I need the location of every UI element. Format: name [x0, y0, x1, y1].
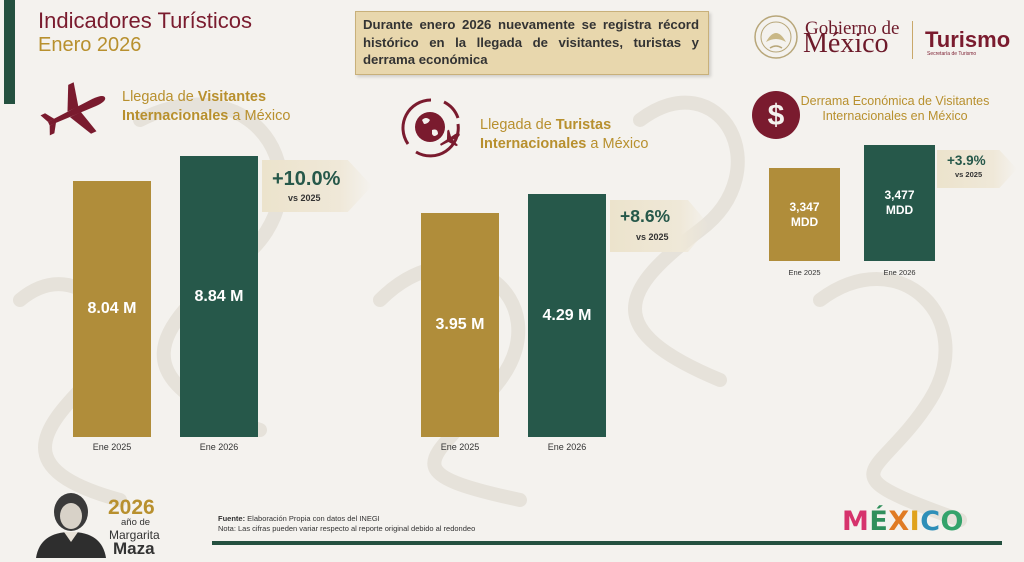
turismo-label: Turismo — [925, 27, 1011, 52]
derrama-category-2026: Ene 2026 — [883, 268, 916, 277]
derrama-bar-2025-unit: MDD — [790, 214, 819, 229]
derrama-bar-2025-label: 3,347 MDD — [769, 200, 840, 230]
rounding-note: Nota: Las cifras pueden variar respecto … — [218, 524, 476, 533]
year-name-first: Margarita — [109, 528, 160, 542]
mexico-logo-letter: I — [909, 506, 921, 537]
logo-divider — [912, 21, 913, 59]
airplane-icon — [40, 82, 106, 136]
source-note: Fuente: Elaboración Propia con datos del… — [218, 514, 475, 534]
year-number: 2026 — [108, 496, 155, 519]
derrama-change-sub: vs 2025 — [955, 170, 983, 179]
mexico-brand-logo: MÉXICO — [842, 506, 964, 537]
visitantes-bar-2026 — [180, 156, 258, 437]
derrama-change-badge: +3.9% vs 2025 — [937, 150, 1017, 188]
svg-text:$: $ — [768, 99, 785, 132]
visitantes-title-bold1: Visitantes — [197, 89, 267, 105]
year-name-last: Maza — [113, 539, 155, 558]
derrama-bar-2026-label: 3,477 MDD — [864, 188, 935, 218]
visitantes-change-arrow — [262, 160, 372, 212]
turistas-category-2025: Ene 2025 — [440, 442, 480, 452]
dollar-icon: $ — [752, 91, 800, 139]
margarita-maza-portrait — [36, 493, 106, 558]
visitantes-change-badge: +10.0% vs 2025 — [262, 160, 372, 212]
gobierno-label: Gobierno de — [805, 18, 900, 39]
visitantes-title-pre: Llegada de — [122, 89, 198, 105]
turismo-sublabel: Secretaría de Turismo — [927, 51, 977, 57]
visitantes-change-pct: +10.0% — [272, 168, 341, 190]
page-subtitle: Enero 2026 — [38, 34, 142, 56]
mexico-logo-letter: X — [888, 506, 910, 537]
derrama-category-2025: Ene 2025 — [788, 268, 821, 277]
footer-line — [212, 541, 1002, 545]
turistas-bar-2025 — [421, 213, 499, 437]
mexico-logo-letter: M — [842, 506, 870, 537]
visitantes-title-bold2: Internacionales — [122, 108, 229, 124]
globe-plane-icon — [401, 98, 460, 158]
coat-of-arms-icon — [754, 15, 798, 59]
turistas-bar-2026-label: 4.29 M — [542, 306, 592, 324]
highlight-callout-box — [355, 11, 709, 75]
turistas-category-2026: Ene 2026 — [547, 442, 587, 452]
derrama-bar-2026-unit: MDD — [885, 203, 914, 217]
turistas-bar-2025-label: 3.95 M — [435, 316, 485, 334]
derrama-title: Derrama Económica de Visitantes Internac… — [800, 94, 990, 123]
derrama-bar-2026 — [864, 145, 935, 261]
turistas-title-bold2: Internacionales — [480, 136, 587, 152]
turistas-title-pre: Llegada de — [480, 117, 556, 133]
mexico-logo-letter: O — [940, 506, 964, 537]
highlight-callout-text: Durante enero 2026 nuevamente se registr… — [363, 17, 699, 67]
mexico-logo-letter: É — [869, 506, 889, 537]
visitantes-change-sub: vs 2025 — [288, 193, 321, 203]
visitantes-title-post: a México — [228, 108, 291, 124]
visitantes-title: Llegada de Visitantes Internacionales a … — [122, 88, 290, 126]
visitantes-bar-2025 — [73, 181, 151, 437]
turistas-title-bold1: Turistas — [555, 117, 612, 133]
visitantes-category-2026: Ene 2026 — [199, 442, 239, 452]
visitantes-bar-2026-label: 8.84 M — [194, 287, 244, 305]
derrama-bar-2026-value: 3,477 — [884, 188, 915, 202]
mexico-logo-letter: C — [920, 506, 941, 537]
source-label: Fuente: — [218, 514, 246, 523]
turistas-title-post: a México — [586, 136, 649, 152]
derrama-bar-2025 — [769, 168, 840, 261]
turistas-change-arrow — [610, 200, 710, 252]
page-title: Indicadores Turísticos — [38, 8, 252, 33]
source-text: Elaboración Propia con datos del INEGI — [245, 514, 380, 523]
turistas-change-sub: vs 2025 — [636, 232, 669, 242]
turistas-bar-2026 — [528, 194, 606, 437]
visitantes-bar-2025-label: 8.04 M — [87, 300, 137, 318]
header-accent-stripe — [4, 0, 15, 104]
visitantes-category-2025: Ene 2025 — [92, 442, 132, 452]
derrama-bar-2025-value: 3,347 — [789, 199, 820, 214]
turistas-change-pct: +8.6% — [620, 206, 671, 226]
turistas-title: Llegada de Turistas Internacionales a Mé… — [480, 116, 648, 154]
year-subtitle: año de — [121, 517, 151, 528]
turistas-change-badge: +8.6% vs 2025 — [610, 200, 710, 252]
gobierno-country-label: México — [803, 28, 889, 59]
derrama-change-pct: +3.9% — [947, 153, 986, 168]
derrama-change-arrow — [937, 150, 1017, 188]
